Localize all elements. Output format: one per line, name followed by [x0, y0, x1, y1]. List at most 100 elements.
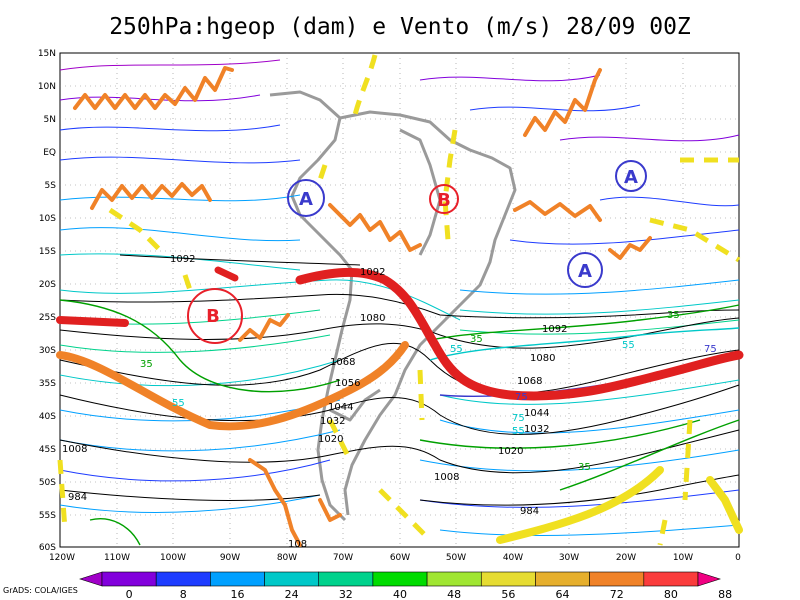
height-label: 1068 [330, 357, 355, 368]
jet-stream-axes [56, 266, 744, 431]
continent-outlines [269, 90, 517, 522]
colorbar-label: 16 [230, 588, 244, 600]
colorbar-label: 0 [126, 588, 133, 600]
isotach-label: 55 [450, 344, 463, 355]
lat-label: 25S [39, 313, 56, 323]
height-label: 1020 [318, 434, 343, 445]
colorbar-label: 64 [556, 588, 570, 600]
low-center-b-1: B [429, 184, 459, 214]
height-label: 1080 [530, 353, 555, 364]
lon-label: 40W [503, 553, 523, 563]
colorbar-segment [318, 571, 374, 587]
lon-label: 0 [735, 553, 741, 563]
lon-label: 30W [559, 553, 579, 563]
isotach-label: 35 [470, 334, 483, 345]
height-label: 984 [520, 506, 539, 517]
lat-label: 60S [39, 543, 56, 553]
height-label: 1032 [320, 416, 345, 427]
high-center-a-3: A [567, 252, 603, 288]
colorbar-label: 48 [447, 588, 461, 600]
height-label: 1080 [360, 313, 385, 324]
colorbar-segment [535, 571, 590, 587]
center-letter: A [299, 189, 313, 210]
longitude-labels: 120W 110W 100W 90W 80W 70W 60W 50W 40W 3… [49, 553, 741, 563]
colorbar-segment [210, 571, 265, 587]
height-label: 1008 [434, 472, 459, 483]
height-label: 1056 [335, 378, 360, 389]
colorbar-label: 32 [339, 588, 353, 600]
lat-label: 15S [39, 247, 56, 257]
isotach-label: 75 [512, 413, 525, 424]
colorbar-label: 24 [285, 588, 299, 600]
latitude-labels: 15N 10N 5N EQ 5S 10S 15S 20S 25S 30S 35S… [38, 49, 56, 553]
colorbar-label: 80 [664, 588, 678, 600]
lon-label: 70W [333, 553, 353, 563]
low-center-b-2: B [187, 288, 243, 344]
lat-label: 10N [38, 82, 56, 92]
lon-label: 120W [49, 553, 75, 563]
isotach-label: 75 [704, 344, 717, 355]
colorbar-segment [264, 571, 320, 587]
lat-label: 55S [39, 511, 56, 521]
isotach-label: 35 [667, 310, 680, 321]
height-label: 1008 [62, 444, 87, 455]
lon-label: 20W [616, 553, 636, 563]
center-letter: B [206, 306, 220, 327]
lat-label: 5S [45, 181, 57, 191]
colorbar-segment [589, 571, 645, 587]
lat-label: 45S [39, 445, 56, 455]
isotach-label: 35 [140, 359, 153, 370]
colorbar-segment [372, 571, 428, 587]
wind-streamlines [59, 59, 740, 536]
colorbar-left-arrow [79, 571, 103, 587]
lat-label: EQ [43, 148, 56, 158]
lon-label: 50W [446, 553, 466, 563]
height-label: 1032 [524, 424, 549, 435]
colorbar-label: 56 [501, 588, 515, 600]
height-label: 1092 [542, 324, 567, 335]
height-label: 1068 [517, 376, 542, 387]
isotach-label: 55 [622, 340, 635, 351]
colorbar-segment [155, 571, 211, 587]
center-letter: A [578, 261, 592, 282]
colorbar-label: 40 [393, 588, 407, 600]
colorbar-segment [426, 571, 482, 587]
lon-label: 80W [277, 553, 297, 563]
lon-label: 100W [160, 553, 186, 563]
isotach-label: 55 [512, 426, 525, 437]
isotach-label: 35 [578, 462, 591, 473]
lat-label: 50S [39, 478, 56, 488]
center-letter: A [624, 167, 638, 188]
lat-label: 40S [39, 412, 56, 422]
lon-label: 90W [220, 553, 240, 563]
height-label: 1044 [328, 402, 353, 413]
map-frame [59, 52, 740, 548]
isotach-contours [59, 299, 740, 546]
pressure-centers: A A A B B [187, 160, 647, 344]
high-center-a-1: A [287, 179, 325, 217]
orange-wavy-lines [73, 66, 652, 547]
lon-label: 10W [673, 553, 693, 563]
height-label: 108 [288, 539, 307, 550]
isotach-label: 75 [515, 392, 528, 403]
height-contours [59, 254, 740, 506]
colorbar-segment [480, 571, 536, 587]
lon-label: 110W [104, 553, 130, 563]
yellow-dashed-lines [57, 54, 741, 546]
isotach-labels: 35 55 35 55 75 75 55 35 35 55 75 [140, 310, 717, 473]
high-center-a-2: A [615, 160, 647, 192]
height-label: 1092 [360, 267, 385, 278]
colorbar-segment [643, 571, 699, 587]
colorbar-label: 72 [610, 588, 624, 600]
colorbar-label: 8 [180, 588, 187, 600]
colorbar-segment [101, 571, 157, 587]
lat-label: 35S [39, 379, 56, 389]
lat-label: 5N [44, 115, 56, 125]
height-label: 984 [68, 492, 87, 503]
lon-label: 60W [390, 553, 410, 563]
colorbar-right-arrow [697, 571, 721, 587]
center-letter: B [437, 190, 451, 211]
lat-label: 20S [39, 280, 56, 290]
yellow-thick-lines [496, 466, 743, 544]
